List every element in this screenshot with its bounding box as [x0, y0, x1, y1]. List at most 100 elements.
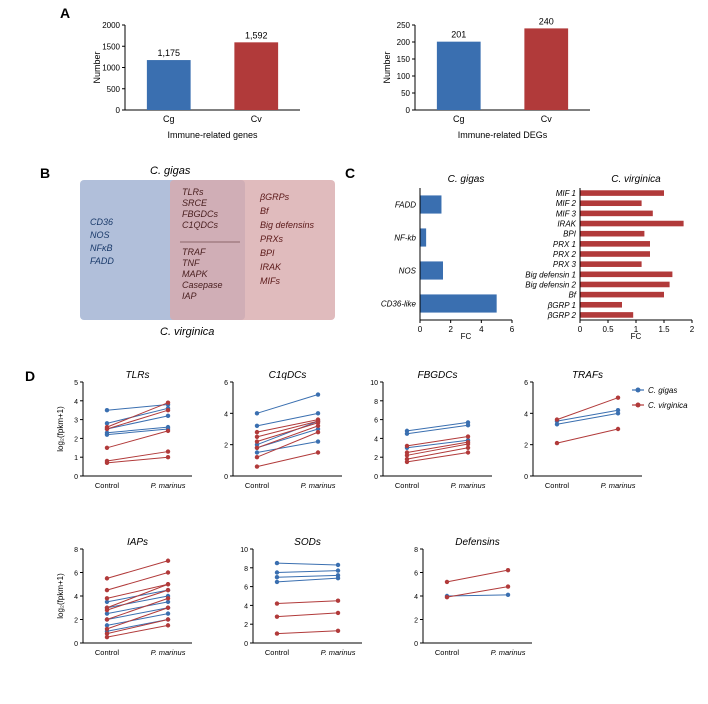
- svg-text:50: 50: [401, 89, 410, 98]
- svg-text:150: 150: [397, 55, 411, 64]
- svg-text:TLRs: TLRs: [126, 370, 150, 381]
- svg-text:0: 0: [406, 106, 411, 115]
- svg-text:log₂(fpkm+1): log₂(fpkm+1): [56, 406, 65, 452]
- panel-d-chart-2: FBGDCs0246810ControlP. marinus: [355, 368, 500, 498]
- panel-a-right-chart: 050100150200250Number201Cg240CvImmune-re…: [380, 10, 600, 140]
- panel-d-chart-3: TRAFs0246ControlP. marinus: [505, 368, 650, 498]
- svg-text:6: 6: [374, 418, 378, 425]
- svg-text:250: 250: [397, 21, 411, 30]
- svg-text:Control: Control: [245, 481, 270, 490]
- svg-text:NOS: NOS: [399, 267, 417, 276]
- svg-text:0: 0: [414, 641, 418, 648]
- svg-text:1: 1: [74, 455, 78, 462]
- panel-d-chart-6: Defensins02468ControlP. marinus: [395, 535, 540, 665]
- svg-text:0: 0: [374, 474, 378, 481]
- svg-text:Casepase: Casepase: [182, 280, 223, 290]
- svg-text:MAPK: MAPK: [182, 269, 209, 279]
- svg-text:FC: FC: [631, 332, 642, 340]
- panel-a-label: A: [60, 5, 70, 21]
- svg-text:6: 6: [224, 380, 228, 387]
- svg-text:P. marinus: P. marinus: [491, 648, 526, 657]
- svg-text:4: 4: [479, 325, 484, 334]
- svg-text:BPI: BPI: [563, 230, 577, 239]
- svg-text:10: 10: [240, 547, 248, 554]
- svg-text:FADD: FADD: [90, 256, 114, 266]
- svg-text:MIF 2: MIF 2: [556, 199, 577, 208]
- svg-text:0.5: 0.5: [602, 325, 614, 334]
- svg-text:MIFs: MIFs: [260, 276, 280, 286]
- svg-text:1,175: 1,175: [157, 48, 180, 58]
- svg-text:0: 0: [74, 474, 78, 481]
- svg-text:C. gigas: C. gigas: [150, 165, 191, 177]
- svg-text:MIF 3: MIF 3: [556, 209, 577, 218]
- svg-text:Control: Control: [435, 648, 460, 657]
- svg-text:IAPs: IAPs: [127, 537, 148, 548]
- svg-text:MIF 1: MIF 1: [556, 189, 576, 198]
- svg-text:IRAK: IRAK: [260, 262, 282, 272]
- svg-text:Immune-related DEGs: Immune-related DEGs: [458, 130, 548, 140]
- svg-text:2: 2: [690, 325, 695, 334]
- svg-text:FBGDCs: FBGDCs: [418, 370, 458, 381]
- svg-text:βGRP 2: βGRP 2: [547, 311, 577, 320]
- svg-text:Cv: Cv: [541, 114, 552, 124]
- svg-text:2: 2: [448, 325, 453, 334]
- svg-text:TRAF: TRAF: [182, 247, 206, 257]
- svg-text:Defensins: Defensins: [455, 537, 499, 548]
- svg-text:4: 4: [74, 399, 78, 406]
- svg-text:PRX 3: PRX 3: [553, 260, 577, 269]
- svg-text:PRX 1: PRX 1: [553, 240, 576, 249]
- svg-text:FBGDCs: FBGDCs: [182, 209, 219, 219]
- svg-text:0: 0: [578, 325, 583, 334]
- svg-text:TRAFs: TRAFs: [572, 370, 603, 381]
- panel-b-label: B: [40, 165, 50, 181]
- svg-text:SODs: SODs: [294, 537, 321, 548]
- svg-text:5: 5: [74, 380, 78, 387]
- svg-text:0: 0: [116, 106, 121, 115]
- svg-text:500: 500: [107, 85, 121, 94]
- svg-text:0: 0: [524, 474, 528, 481]
- panel-d-chart-0: TLRs012345log₂(fpkm+1)ControlP. marinus: [55, 368, 200, 498]
- svg-text:P. marinus: P. marinus: [321, 648, 356, 657]
- panel-c-right-chart: C. virginicaMIF 1MIF 2MIF 3IRAKBPIPRX 1P…: [520, 170, 700, 340]
- svg-text:βGRP 1: βGRP 1: [547, 301, 576, 310]
- svg-text:100: 100: [397, 72, 411, 81]
- svg-text:Control: Control: [95, 481, 120, 490]
- svg-text:6: 6: [244, 585, 248, 592]
- svg-text:CD36-like: CD36-like: [381, 300, 417, 309]
- svg-text:C1qDCs: C1qDCs: [269, 370, 307, 381]
- svg-text:2: 2: [524, 443, 528, 450]
- panel-d-chart-1: C1qDCs0246ControlP. marinus: [205, 368, 350, 498]
- svg-text:log₂(fpkm+1): log₂(fpkm+1): [56, 573, 65, 619]
- svg-text:4: 4: [74, 594, 78, 601]
- svg-text:200: 200: [397, 38, 411, 47]
- panel-d-chart-4: IAPs02468log₂(fpkm+1)ControlP. marinus: [55, 535, 200, 665]
- svg-text:Control: Control: [395, 481, 420, 490]
- svg-text:Bf: Bf: [260, 206, 270, 216]
- svg-text:Immune-related genes: Immune-related genes: [167, 130, 258, 140]
- svg-text:10: 10: [370, 380, 378, 387]
- svg-text:2: 2: [74, 436, 78, 443]
- svg-text:C1QDCs: C1QDCs: [182, 220, 219, 230]
- svg-text:4: 4: [244, 603, 248, 610]
- svg-text:C. gigas: C. gigas: [648, 386, 677, 395]
- svg-text:Cg: Cg: [163, 114, 175, 124]
- svg-text:2: 2: [224, 443, 228, 450]
- panel-d-legend: C. gigasC. virginica: [630, 380, 705, 420]
- svg-text:2000: 2000: [102, 21, 120, 30]
- svg-text:P. marinus: P. marinus: [301, 481, 336, 490]
- svg-text:Control: Control: [545, 481, 570, 490]
- svg-text:6: 6: [524, 380, 528, 387]
- svg-text:TNF: TNF: [182, 258, 200, 268]
- svg-text:0: 0: [224, 474, 228, 481]
- svg-text:Control: Control: [95, 648, 120, 657]
- svg-text:FC: FC: [461, 332, 472, 340]
- svg-text:TLRs: TLRs: [182, 187, 204, 197]
- svg-text:P. marinus: P. marinus: [451, 481, 486, 490]
- svg-text:6: 6: [510, 325, 515, 334]
- svg-text:4: 4: [374, 436, 378, 443]
- svg-text:1,592: 1,592: [245, 30, 268, 40]
- panel-d-label: D: [25, 368, 35, 384]
- svg-text:1.5: 1.5: [658, 325, 670, 334]
- svg-text:IRAK: IRAK: [557, 220, 576, 229]
- svg-text:Big defensins: Big defensins: [260, 220, 315, 230]
